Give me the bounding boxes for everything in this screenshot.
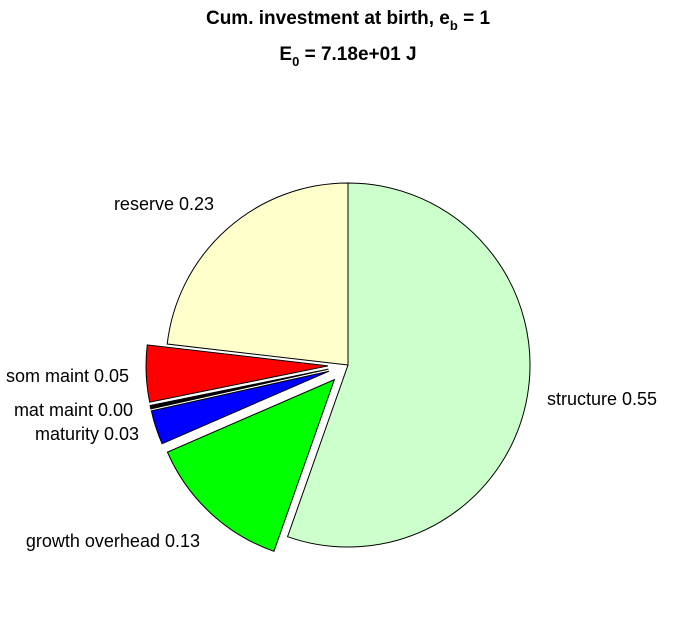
slice-label-0: structure 0.55 (547, 389, 657, 409)
title-2-tail: = 7.18e+01 J (299, 44, 417, 65)
slice-label-3: mat maint 0.00 (14, 400, 133, 420)
chart-title: Cum. investment at birth, eb = 1 E0 = 7.… (0, 4, 696, 76)
title-2-main: E (279, 44, 293, 65)
title-line-1: Cum. investment at birth, eb = 1 (0, 4, 696, 40)
pie-slice-3 (149, 368, 329, 410)
pie-slice-1 (166, 378, 336, 552)
pie-slice-2 (150, 370, 330, 445)
pie-slice-4 (145, 344, 329, 403)
slice-label-2: maturity 0.03 (35, 424, 139, 444)
slice-label-5: reserve 0.23 (114, 194, 214, 214)
slice-label-1: growth overhead 0.13 (26, 531, 200, 551)
title-1-tail: = 1 (457, 8, 491, 29)
slice-label-4: som maint 0.05 (6, 366, 129, 386)
title-line-2: E0 = 7.18e+01 J (0, 40, 696, 76)
title-1-subscript: b (449, 18, 458, 33)
title-1-main: Cum. investment at birth, e (205, 8, 450, 29)
title-2-subscript: 0 (292, 54, 300, 69)
pie-slice-5 (166, 182, 349, 366)
